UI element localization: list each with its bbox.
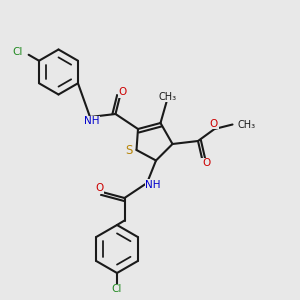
Text: NH: NH xyxy=(145,179,161,190)
Text: CH₃: CH₃ xyxy=(238,119,256,130)
Text: Cl: Cl xyxy=(12,47,22,57)
Text: NH: NH xyxy=(84,116,99,127)
Text: O: O xyxy=(202,158,210,169)
Text: CH₃: CH₃ xyxy=(159,92,177,102)
Text: Cl: Cl xyxy=(112,284,122,295)
Text: O: O xyxy=(95,183,103,194)
Text: O: O xyxy=(210,118,218,129)
Text: O: O xyxy=(118,87,127,98)
Text: S: S xyxy=(125,143,133,157)
